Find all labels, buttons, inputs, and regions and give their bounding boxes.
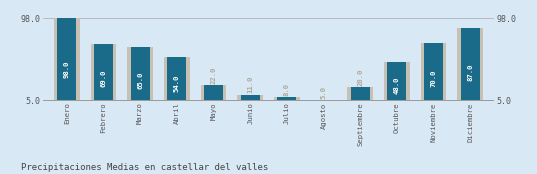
Bar <box>201 85 226 100</box>
Bar <box>237 95 263 100</box>
Bar <box>91 44 117 100</box>
Bar <box>461 28 480 100</box>
Text: 69.0: 69.0 <box>100 70 106 87</box>
Bar <box>277 97 296 100</box>
Bar <box>424 43 443 100</box>
Text: 20.0: 20.0 <box>357 68 363 86</box>
Text: 11.0: 11.0 <box>247 76 253 93</box>
Bar <box>274 97 300 100</box>
Bar <box>241 95 260 100</box>
Text: 8.0: 8.0 <box>284 83 290 96</box>
Bar <box>420 43 446 100</box>
Bar <box>57 18 76 100</box>
Bar <box>204 85 223 100</box>
Bar <box>130 47 150 100</box>
Text: 98.0: 98.0 <box>64 60 70 78</box>
Bar <box>127 47 153 100</box>
Bar <box>94 44 113 100</box>
Bar <box>384 62 410 100</box>
Bar <box>387 62 407 100</box>
Bar <box>164 57 190 100</box>
Bar <box>54 18 79 100</box>
Text: 65.0: 65.0 <box>137 71 143 89</box>
Text: 48.0: 48.0 <box>394 77 400 94</box>
Text: 54.0: 54.0 <box>174 75 180 92</box>
Bar <box>168 57 186 100</box>
Text: 87.0: 87.0 <box>467 64 473 81</box>
Text: 5.0: 5.0 <box>321 86 326 99</box>
Text: 22.0: 22.0 <box>211 66 216 84</box>
Text: Precipitaciones Medias en castellar del valles: Precipitaciones Medias en castellar del … <box>21 163 268 172</box>
Bar <box>351 87 369 100</box>
Bar <box>458 28 483 100</box>
Bar <box>347 87 373 100</box>
Text: 70.0: 70.0 <box>431 70 437 87</box>
